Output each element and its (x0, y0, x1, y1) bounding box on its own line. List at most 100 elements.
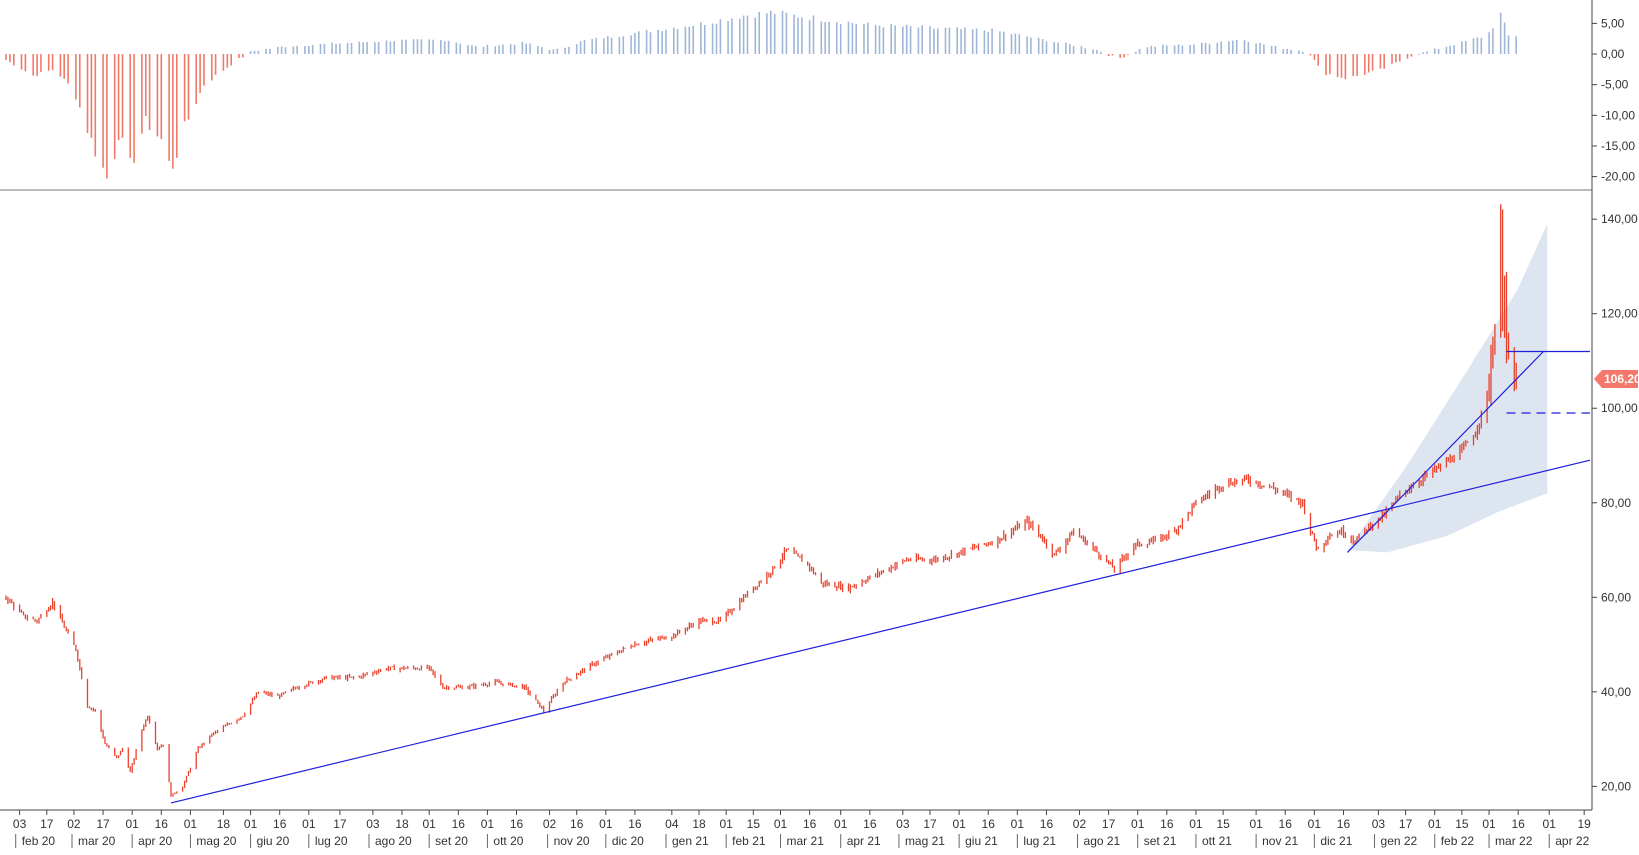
x-day-tick-label: 01 (1543, 817, 1557, 831)
x-day-tick-label: 02 (1073, 817, 1087, 831)
x-day-tick-label: 16 (570, 817, 584, 831)
x-day-tick-label: 01 (834, 817, 848, 831)
x-day-tick-label: 04 (665, 817, 679, 831)
price-y-tick-label: 100,00 (1601, 401, 1638, 415)
x-day-tick-label: 01 (1428, 817, 1442, 831)
x-month-label: feb 21 (732, 834, 766, 848)
x-month-label: ott 20 (493, 834, 523, 848)
x-month-label: gen 21 (672, 834, 709, 848)
x-month-label: lug 20 (315, 834, 348, 848)
oscillator-panel (0, 10, 1592, 191)
x-day-tick-label: 18 (395, 817, 409, 831)
x-day-tick-label: 16 (1511, 817, 1525, 831)
x-month-label: mag 20 (196, 834, 236, 848)
osc-y-tick-label: -20,00 (1601, 170, 1635, 184)
x-month-label: nov 20 (554, 834, 590, 848)
price-y-tick-label: 120,00 (1601, 307, 1638, 321)
x-day-tick-label: 01 (302, 817, 316, 831)
trend-band-layer (1347, 223, 1548, 553)
x-day-tick-label: 01 (1011, 817, 1025, 831)
x-month-label: feb 22 (1441, 834, 1475, 848)
price-panel (5, 204, 1517, 797)
osc-y-tick-label: 5,00 (1601, 16, 1625, 30)
x-month-label: mar 21 (787, 834, 825, 848)
osc-y-tick-label: 0,00 (1601, 47, 1625, 61)
trendline (1346, 351, 1544, 553)
trendline (170, 459, 1591, 804)
x-day-tick-label: 03 (366, 817, 380, 831)
x-day-tick-label: 01 (774, 817, 788, 831)
x-day-tick-label: 16 (863, 817, 877, 831)
x-day-tick-label: 01 (952, 817, 966, 831)
x-month-label: ago 21 (1084, 834, 1121, 848)
x-month-label: giu 21 (965, 834, 998, 848)
osc-y-tick-label: -15,00 (1601, 139, 1635, 153)
x-day-tick-label: 15 (747, 817, 761, 831)
x-month-label: mag 21 (905, 834, 945, 848)
last-price-badge (1594, 369, 1638, 388)
x-day-tick-label: 18 (692, 817, 706, 831)
x-month-label: giu 20 (257, 834, 290, 848)
price-y-tick-label: 140,00 (1601, 212, 1638, 226)
x-day-tick-label: 15 (1216, 817, 1230, 831)
x-day-tick-label: 01 (1249, 817, 1263, 831)
x-day-tick-label: 01 (125, 817, 139, 831)
x-month-label: gen 22 (1381, 834, 1418, 848)
x-month-label: dic 21 (1320, 834, 1352, 848)
x-day-tick-label: 16 (1160, 817, 1174, 831)
x-day-tick-label: 15 (1455, 817, 1469, 831)
x-day-tick-label: 01 (1308, 817, 1322, 831)
x-day-tick-label: 16 (1040, 817, 1054, 831)
x-day-tick-label: 16 (155, 817, 169, 831)
x-day-tick-label: 01 (599, 817, 613, 831)
x-month-label: apr 20 (138, 834, 172, 848)
x-day-tick-label: 03 (896, 817, 910, 831)
x-day-tick-label: 16 (803, 817, 817, 831)
x-day-tick-label: 01 (244, 817, 258, 831)
x-month-label: apr 21 (847, 834, 881, 848)
x-month-label: ago 20 (375, 834, 412, 848)
x-month-label: apr 22 (1555, 834, 1589, 848)
x-month-label: set 21 (1144, 834, 1177, 848)
x-day-tick-label: 01 (184, 817, 198, 831)
x-day-tick-label: 02 (543, 817, 557, 831)
x-day-tick-label: 16 (452, 817, 466, 831)
osc-y-tick-label: -10,00 (1601, 108, 1635, 122)
x-day-tick-label: 17 (96, 817, 110, 831)
x-month-label: feb 20 (22, 834, 56, 848)
price-y-tick-label: 60,00 (1601, 590, 1631, 604)
x-day-tick-label: 18 (217, 817, 231, 831)
x-day-tick-label: 17 (1102, 817, 1116, 831)
x-day-tick-label: 01 (1131, 817, 1145, 831)
x-month-label: set 20 (435, 834, 468, 848)
trend-band (1347, 223, 1548, 553)
x-day-tick-label: 16 (628, 817, 642, 831)
x-day-tick-label: 19 (1577, 817, 1591, 831)
x-day-tick-label: 01 (481, 817, 495, 831)
x-day-tick-label: 01 (719, 817, 733, 831)
x-month-label: mar 20 (78, 834, 116, 848)
x-month-label: ott 21 (1202, 834, 1232, 848)
x-day-tick-label: 17 (923, 817, 937, 831)
x-day-tick-label: 16 (1337, 817, 1351, 831)
x-day-tick-label: 16 (273, 817, 287, 831)
price-y-tick-label: 40,00 (1601, 685, 1631, 699)
last-price-label: 106,20 (1604, 372, 1639, 386)
x-month-label: dic 20 (612, 834, 644, 848)
x-day-tick-label: 01 (1482, 817, 1496, 831)
x-day-tick-label: 17 (333, 817, 347, 831)
x-day-tick-label: 17 (40, 817, 54, 831)
x-day-tick-label: 03 (13, 817, 27, 831)
x-month-label: nov 21 (1262, 834, 1298, 848)
x-day-tick-label: 17 (1399, 817, 1413, 831)
trendline-layer (170, 350, 1591, 804)
osc-y-tick-label: -5,00 (1601, 78, 1629, 92)
x-month-label: lug 21 (1023, 834, 1056, 848)
x-day-tick-label: 16 (510, 817, 524, 831)
x-day-tick-label: 02 (67, 817, 81, 831)
x-day-tick-label: 03 (1372, 817, 1386, 831)
price-y-tick-label: 20,00 (1601, 779, 1631, 793)
